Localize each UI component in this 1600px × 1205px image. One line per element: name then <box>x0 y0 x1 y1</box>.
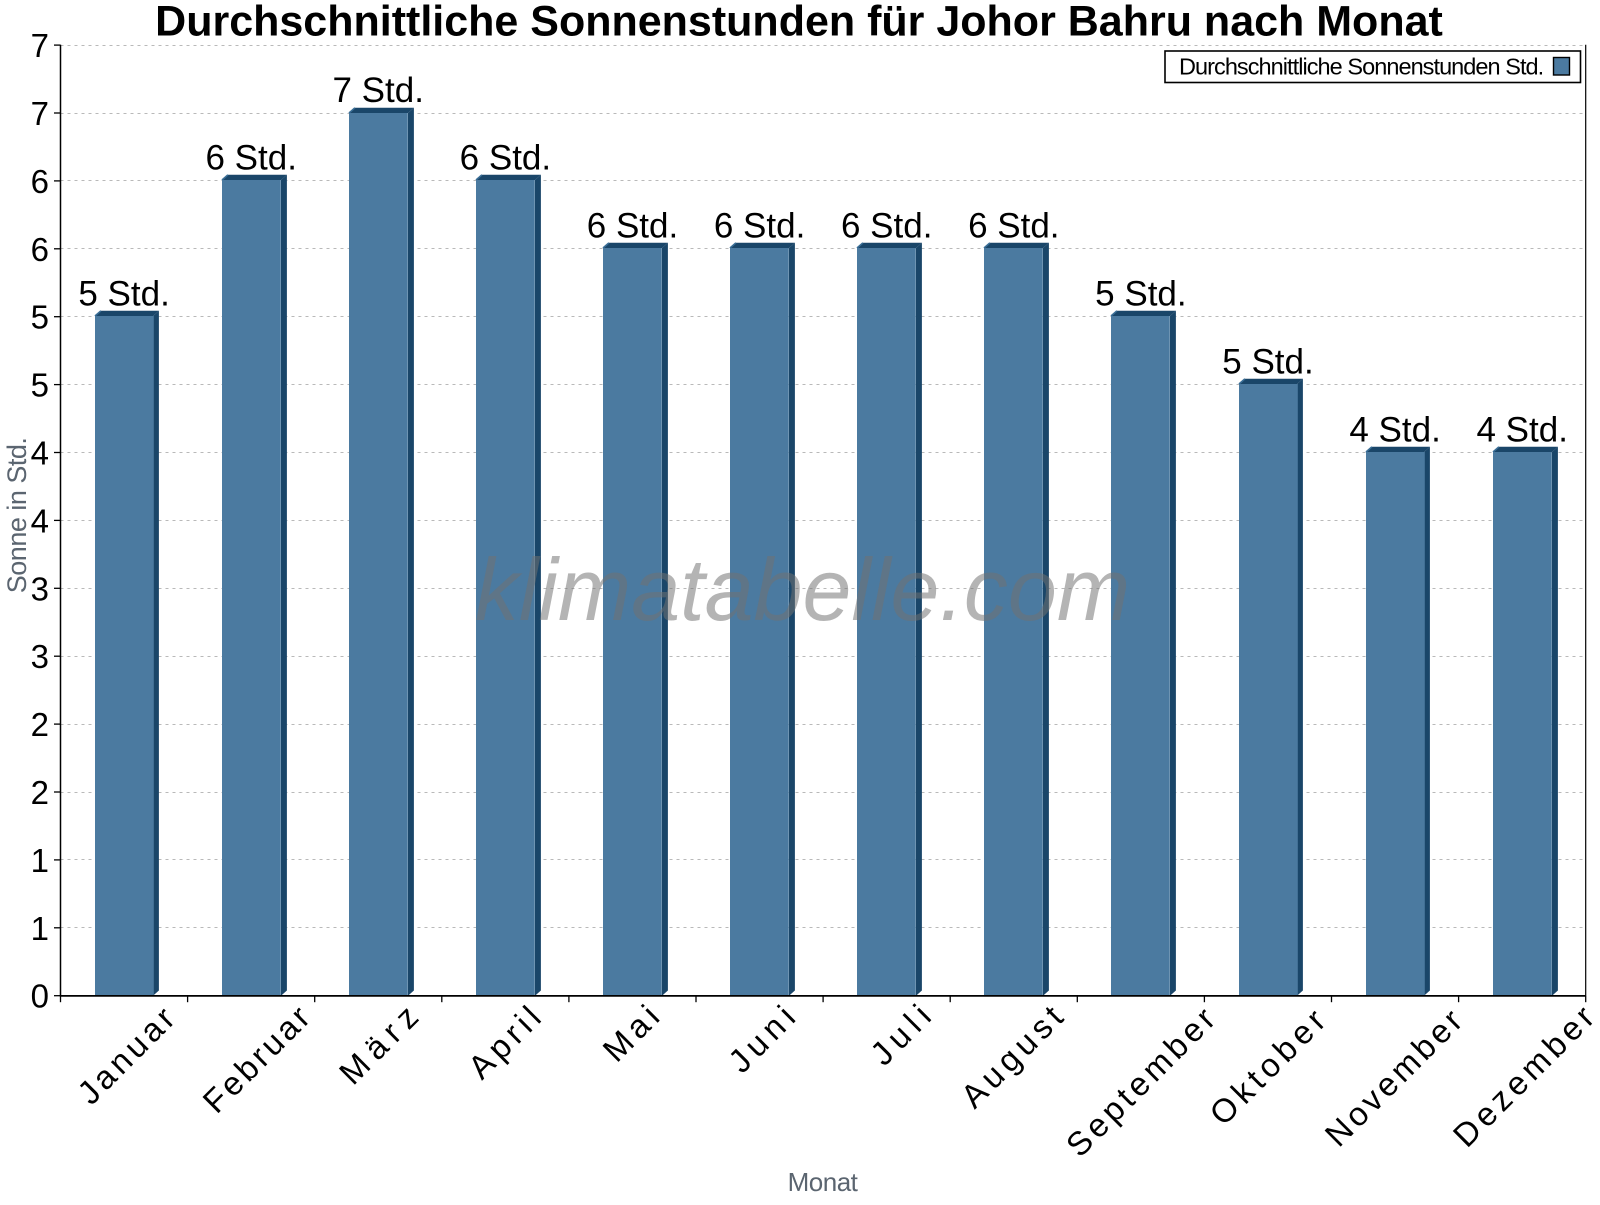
svg-text:7: 7 <box>31 95 49 132</box>
svg-text:April: April <box>461 995 552 1086</box>
svg-text:7: 7 <box>31 27 49 64</box>
svg-text:2: 2 <box>31 706 49 743</box>
svg-text:klimatabelle.com: klimatabelle.com <box>475 540 1130 639</box>
svg-text:Juli: Juli <box>863 993 943 1073</box>
svg-text:1: 1 <box>31 910 49 947</box>
svg-text:6 Std.: 6 Std. <box>841 207 932 246</box>
svg-text:September: September <box>1059 997 1225 1163</box>
svg-text:7 Std.: 7 Std. <box>332 71 423 110</box>
svg-text:5 Std.: 5 Std. <box>1095 275 1186 314</box>
svg-text:6 Std.: 6 Std. <box>714 207 805 246</box>
svg-text:Juni: Juni <box>721 994 806 1079</box>
svg-text:August: August <box>953 995 1073 1115</box>
svg-text:Durchschnittliche Sonnenstunde: Durchschnittliche Sonnenstunden für Joho… <box>155 0 1443 46</box>
svg-text:3: 3 <box>31 638 49 675</box>
svg-text:3: 3 <box>31 570 49 607</box>
svg-text:6 Std.: 6 Std. <box>460 139 551 178</box>
svg-text:Oktober: Oktober <box>1202 998 1336 1132</box>
svg-text:4 Std.: 4 Std. <box>1476 410 1567 449</box>
svg-text:1: 1 <box>31 842 49 879</box>
svg-text:6 Std.: 6 Std. <box>968 207 1059 246</box>
svg-text:4: 4 <box>31 435 49 472</box>
svg-text:4: 4 <box>31 502 49 539</box>
svg-text:Januar: Januar <box>70 997 184 1111</box>
svg-text:März: März <box>332 993 431 1092</box>
svg-text:Mai: Mai <box>595 994 669 1068</box>
svg-text:Monat: Monat <box>788 1167 859 1197</box>
svg-text:4 Std.: 4 Std. <box>1349 410 1440 449</box>
svg-text:0: 0 <box>31 978 49 1015</box>
svg-text:5: 5 <box>31 367 49 404</box>
svg-text:Dezember: Dezember <box>1446 995 1600 1154</box>
svg-text:2: 2 <box>31 774 49 811</box>
svg-text:5 Std.: 5 Std. <box>1222 342 1313 381</box>
svg-text:Durchschnittliche Sonnenstunde: Durchschnittliche Sonnenstunden Std. <box>1179 53 1543 79</box>
svg-text:6 Std.: 6 Std. <box>587 207 678 246</box>
svg-text:6: 6 <box>31 163 49 200</box>
svg-text:5 Std.: 5 Std. <box>78 275 169 314</box>
svg-text:Februar: Februar <box>195 996 319 1120</box>
svg-text:5: 5 <box>31 299 49 336</box>
svg-text:Sonne in Std.: Sonne in Std. <box>2 438 32 594</box>
svg-text:6: 6 <box>31 231 49 268</box>
svg-text:6 Std.: 6 Std. <box>205 139 296 178</box>
